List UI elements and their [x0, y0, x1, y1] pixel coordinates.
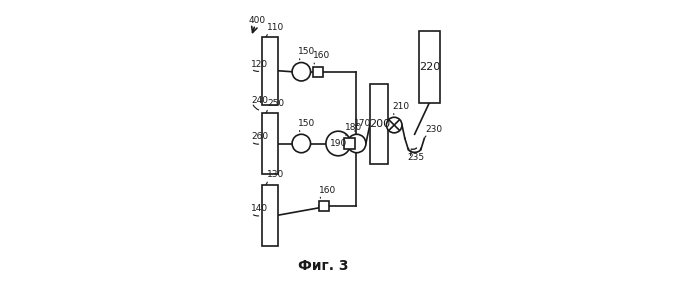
Bar: [419, 31, 440, 102]
Text: 120: 120: [251, 60, 268, 69]
Circle shape: [292, 134, 310, 153]
Text: 180: 180: [345, 123, 362, 132]
Text: 150: 150: [298, 47, 315, 56]
Text: Фиг. 3: Фиг. 3: [298, 259, 348, 273]
Text: 240: 240: [251, 96, 268, 104]
Text: 260: 260: [251, 132, 268, 141]
Text: 210: 210: [393, 102, 410, 111]
Text: 220: 220: [419, 62, 440, 72]
Bar: [262, 185, 278, 246]
Bar: [312, 67, 323, 77]
Bar: [370, 84, 389, 164]
Text: 150: 150: [298, 119, 315, 128]
Text: 170: 170: [354, 119, 371, 128]
Text: 190: 190: [330, 139, 347, 148]
Text: 110: 110: [267, 23, 284, 32]
Text: 235: 235: [407, 153, 424, 162]
Text: 140: 140: [251, 204, 268, 213]
Text: 400: 400: [249, 15, 266, 25]
Bar: [319, 201, 329, 211]
Circle shape: [292, 63, 310, 81]
Bar: [345, 138, 354, 149]
Bar: [262, 113, 278, 174]
Text: 230: 230: [426, 125, 442, 134]
Text: 250: 250: [267, 99, 284, 108]
Text: 130: 130: [267, 170, 284, 179]
Bar: [262, 37, 278, 104]
Text: 160: 160: [319, 186, 336, 195]
Text: 160: 160: [313, 51, 330, 61]
Circle shape: [326, 131, 350, 156]
Circle shape: [387, 117, 402, 133]
Text: 200: 200: [368, 119, 390, 129]
Circle shape: [347, 134, 366, 153]
